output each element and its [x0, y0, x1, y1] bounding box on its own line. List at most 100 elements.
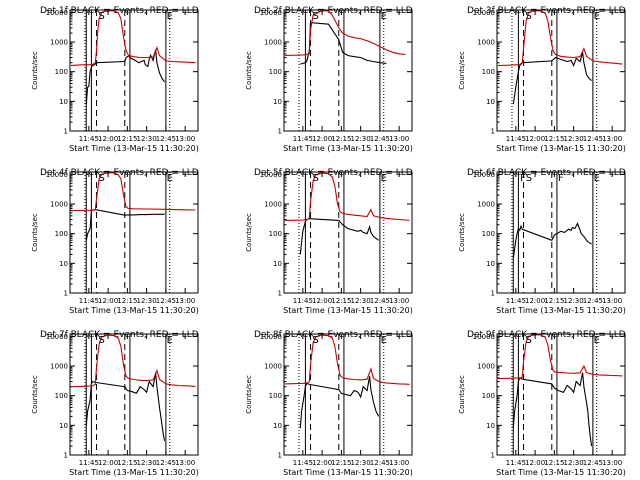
annotation-label: S	[525, 335, 531, 346]
chart-title: Det 3f BLACK = Events, RED = LLD	[467, 6, 626, 16]
y-axis-label: Counts/sec	[31, 51, 39, 90]
y-axis-label: Counts/sec	[31, 213, 39, 252]
y-tick-label: 1	[64, 290, 68, 298]
x-axis-label: Start Time (13-Mar-15 11:30:20)	[283, 144, 413, 153]
series-events-line	[512, 222, 592, 259]
chart-title: Det 1f BLACK = Events, RED = LLD	[40, 6, 199, 16]
y-tick-label: 10	[273, 260, 282, 268]
x-tick-label: 12:15	[544, 297, 564, 305]
y-tick-label: 100	[269, 392, 282, 400]
x-tick-label: 12:45	[583, 459, 603, 467]
panel-det-3: Det 3f BLACK = Events, RED = LLD Counts/s…	[458, 6, 626, 153]
series-events-line	[512, 52, 592, 105]
x-tick-label: 12:30	[351, 135, 371, 143]
y-tick-label: 100	[482, 230, 495, 238]
panel-det-4: Det 4f BLACK = Events, RED = LLD Counts/s…	[31, 168, 199, 315]
series-lld-line	[284, 334, 410, 385]
y-tick-label: 1	[491, 452, 495, 460]
y-tick-label: 10	[273, 422, 282, 430]
x-tick-label: 12:15	[117, 135, 137, 143]
x-tick-label: 13:00	[389, 297, 409, 305]
plot-frame	[69, 333, 199, 456]
x-axis-label: Start Time (13-Mar-15 11:30:20)	[496, 306, 626, 315]
annotation-label: S	[312, 11, 318, 22]
y-tick-label: 1000	[50, 201, 68, 209]
y-axis-label: Counts/sec	[245, 213, 253, 252]
annotation-label: E	[381, 173, 387, 184]
y-tick-label: 100	[55, 230, 68, 238]
annotation-label: S	[312, 335, 318, 346]
plot-frame	[69, 171, 199, 294]
plot-frame	[69, 9, 199, 132]
annotation-label: E	[381, 11, 387, 22]
annotation-label: S	[98, 11, 104, 22]
y-axis-label: Counts/sec	[31, 375, 39, 414]
x-tick-label: 12:15	[331, 297, 351, 305]
plot-frame	[496, 333, 626, 456]
y-tick-label: 1	[278, 290, 282, 298]
annotation-label: S	[98, 335, 104, 346]
y-tick-label: 10	[59, 260, 68, 268]
y-axis-label: Counts/sec	[245, 51, 253, 90]
x-tick-label: 12:30	[564, 459, 584, 467]
panel-det-1: Det 1f BLACK = Events, RED = LLD Counts/s…	[31, 6, 199, 153]
y-tick-label: 10000	[473, 333, 495, 341]
y-tick-label: 1000	[264, 363, 282, 371]
plot-frame	[283, 171, 413, 294]
x-tick-label: 13:00	[175, 297, 195, 305]
x-tick-label: 12:45	[370, 459, 390, 467]
x-tick-label: 12:15	[117, 297, 137, 305]
series-events-line	[512, 372, 593, 447]
x-axis-label: Start Time (13-Mar-15 11:30:20)	[283, 306, 413, 315]
x-tick-label: 12:15	[544, 135, 564, 143]
series-lld-line	[70, 10, 196, 67]
y-tick-label: 100	[269, 68, 282, 76]
x-tick-label: 11:45	[506, 459, 526, 467]
x-tick-label: 13:00	[175, 459, 195, 467]
x-tick-label: 12:00	[525, 135, 545, 143]
panel-det-2: Det 2f BLACK = Events, RED = LLD Counts/s…	[245, 6, 413, 153]
y-tick-label: 1	[64, 452, 68, 460]
chart-title: Det 7f BLACK = Events, RED = LLD	[40, 330, 199, 340]
y-tick-label: 10	[59, 422, 68, 430]
x-tick-label: 11:45	[293, 297, 313, 305]
x-tick-label: 12:15	[117, 459, 137, 467]
annotation-label: E	[594, 173, 600, 184]
series-lld-line	[70, 334, 196, 388]
x-tick-label: 12:15	[331, 459, 351, 467]
annotation-label: E	[167, 11, 173, 22]
y-tick-label: 100	[269, 230, 282, 238]
y-tick-label: 10000	[473, 9, 495, 17]
x-axis-label: Start Time (13-Mar-15 11:30:20)	[69, 468, 199, 477]
annotation-label: S	[98, 173, 104, 184]
x-tick-label: 13:00	[175, 135, 195, 143]
y-tick-label: 1	[278, 452, 282, 460]
chart-title: Det 5f BLACK = Events, RED = LLD	[254, 168, 413, 178]
y-tick-label: 1	[491, 290, 495, 298]
y-tick-label: 1000	[264, 201, 282, 209]
x-tick-label: 12:30	[564, 297, 584, 305]
x-tick-label: 13:00	[602, 459, 622, 467]
panel-det-6: Det 6f BLACK = Events, RED = LLD Counts/s…	[458, 168, 626, 315]
x-tick-label: 12:45	[370, 297, 390, 305]
plot-frame	[283, 9, 413, 132]
annotation-label: E	[167, 173, 173, 184]
x-tick-label: 12:45	[156, 297, 176, 305]
x-axis-label: Start Time (13-Mar-15 11:30:20)	[69, 144, 199, 153]
panel-det-7: Det 7f BLACK = Events, RED = LLD Counts/s…	[31, 330, 199, 477]
x-tick-label: 12:30	[137, 459, 157, 467]
x-tick-label: 11:45	[79, 459, 99, 467]
series-events-line	[85, 49, 166, 105]
y-tick-label: 10	[486, 98, 495, 106]
x-tick-label: 13:00	[389, 459, 409, 467]
x-tick-label: 11:45	[293, 135, 313, 143]
x-tick-label: 12:30	[137, 135, 157, 143]
x-tick-label: 12:00	[98, 135, 118, 143]
x-tick-label: 13:00	[602, 297, 622, 305]
x-tick-label: 12:00	[525, 297, 545, 305]
x-tick-label: 12:00	[312, 297, 332, 305]
y-tick-label: 100	[482, 68, 495, 76]
x-axis-label: Start Time (13-Mar-15 11:30:20)	[496, 468, 626, 477]
annotation-label: S	[312, 173, 318, 184]
annotation-label: E	[381, 335, 387, 346]
